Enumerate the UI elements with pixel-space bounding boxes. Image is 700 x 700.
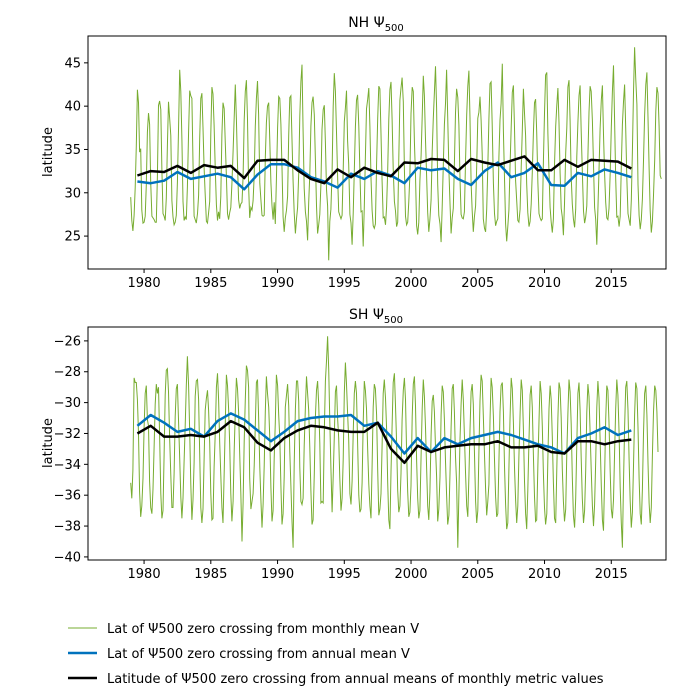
x-tick-label: 2010 bbox=[528, 276, 561, 291]
sh-chart-title: SH Ψ500 bbox=[349, 307, 403, 326]
series-annual-v-line bbox=[137, 161, 632, 191]
series-monthly-line bbox=[130, 47, 662, 261]
y-tick-label: −38 bbox=[54, 520, 81, 535]
x-tick-label: 2015 bbox=[595, 276, 628, 291]
series-monthly-line bbox=[130, 336, 659, 548]
legend-label-monthly: Lat of Ψ500 zero crossing from monthly m… bbox=[107, 622, 419, 637]
x-tick-label: 1980 bbox=[128, 276, 161, 291]
y-tick-label: 30 bbox=[64, 186, 81, 201]
y-axis-label: latitude bbox=[41, 127, 56, 177]
x-tick-label: 2000 bbox=[394, 276, 427, 291]
legend-label-annual-v: Lat of Ψ500 zero crossing from annual me… bbox=[107, 647, 410, 662]
series-annual-metric-line bbox=[136, 419, 632, 465]
y-tick-label: −34 bbox=[54, 458, 81, 473]
y-tick-label: 25 bbox=[64, 230, 81, 245]
x-tick-label: 1995 bbox=[328, 567, 361, 582]
nh-chart-title: NH Ψ500 bbox=[348, 15, 404, 34]
x-tick-label: 1980 bbox=[128, 567, 161, 582]
y-axis-label: latitude bbox=[41, 418, 56, 468]
y-tick-label: −30 bbox=[54, 396, 81, 411]
x-tick-label: 2015 bbox=[595, 567, 628, 582]
x-tick-label: 1990 bbox=[261, 567, 294, 582]
sh-chart-panel: 1980 1985 1990 1995 2000 2005 2010 2015 −26 −28 −3… bbox=[41, 326, 667, 582]
series-annual-v-line bbox=[136, 412, 632, 455]
x-tick-label: 2005 bbox=[461, 567, 494, 582]
y-tick-label: −40 bbox=[54, 550, 81, 565]
nh-chart-panel: 1980 1985 1990 1995 2000 2005 2010 2015 25 30 35 40… bbox=[41, 35, 667, 291]
axes-frame bbox=[87, 326, 667, 561]
y-tick-label: −32 bbox=[54, 427, 81, 442]
legend-label-annual-metric: Latitude of Ψ500 zero crossing from annu… bbox=[107, 672, 604, 687]
x-tick-label: 2010 bbox=[528, 567, 561, 582]
x-tick-label: 2005 bbox=[461, 276, 494, 291]
axes-frame bbox=[87, 35, 667, 270]
y-tick-label: 45 bbox=[64, 56, 81, 71]
y-tick-label: 35 bbox=[64, 143, 81, 158]
legend: Lat of Ψ500 zero crossing from monthly m… bbox=[68, 622, 604, 687]
x-tick-label: 1995 bbox=[328, 276, 361, 291]
y-tick-label: −36 bbox=[54, 489, 81, 504]
y-tick-label: −26 bbox=[54, 334, 81, 349]
y-tick-label: 40 bbox=[64, 100, 81, 115]
x-tick-label: 1985 bbox=[194, 567, 227, 582]
y-tick-label: −28 bbox=[54, 365, 81, 380]
series-annual-metric-line bbox=[137, 155, 632, 185]
x-tick-label: 1985 bbox=[194, 276, 227, 291]
x-tick-label: 1990 bbox=[261, 276, 294, 291]
x-tick-label: 2000 bbox=[394, 567, 427, 582]
